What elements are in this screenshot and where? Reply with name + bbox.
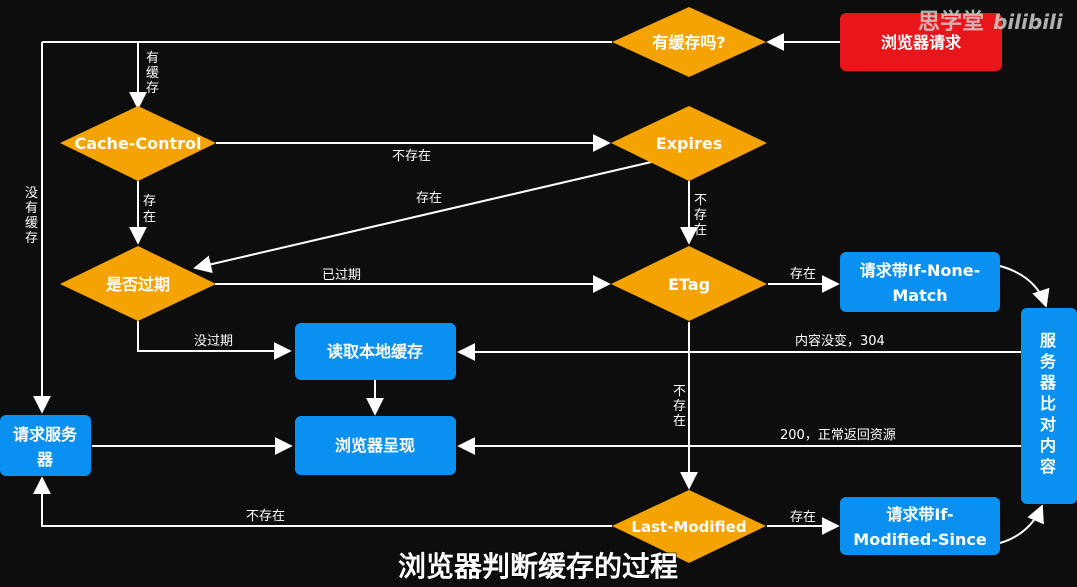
edge-label-no-cache: 没 有 缓 存 (25, 186, 38, 246)
etag-label: ETag (668, 275, 710, 294)
edge-label-expired: 已过期 (322, 268, 361, 283)
edge-label-char: 在 (673, 414, 686, 429)
if-modified-since-label-line2: Modified-Since (853, 530, 987, 549)
server-compare-char: 比 (1040, 394, 1056, 413)
edge-label-char: 有 (25, 201, 38, 216)
browser-request-label: 浏览器请求 (881, 33, 962, 52)
has-cache-diamond (612, 7, 766, 77)
edge-label-char: 缓 (146, 66, 159, 81)
edge-label-char: 存 (694, 208, 707, 223)
edge-label-char: 存 (143, 194, 156, 209)
edge-label-char: 存 (25, 231, 38, 246)
edge-label-char: 没 (25, 186, 38, 201)
edge-label-304: 内容没变，304 (795, 333, 885, 349)
server-compare-char: 器 (1039, 373, 1057, 392)
request-server-box (0, 415, 91, 476)
edge-label-char: 在 (694, 223, 707, 238)
server-compare-box (1021, 308, 1077, 504)
server-compare-char: 内 (1040, 436, 1056, 455)
edge-label-has-cache: 有 缓 存 (146, 51, 159, 96)
edge-label-char: 在 (143, 210, 156, 225)
has-cache-label: 有缓存吗? (652, 33, 725, 52)
browser-request-box (840, 13, 1002, 71)
edge-lastmodified-to-requestserver (33, 476, 612, 527)
edge-label-char: 不 (673, 384, 686, 399)
video-subtitle: 浏览器判断缓存的过程 (398, 550, 678, 583)
edge-label-etag-not-exist: 不 存 在 (673, 384, 686, 429)
is-expired-diamond (60, 246, 216, 321)
edge-label-not-expired: 没过期 (194, 334, 233, 349)
server-compare-char: 务 (1040, 352, 1057, 371)
if-modified-since-label-line1: 请求带If- (886, 505, 953, 524)
edge-ifnonematch-to-server (999, 265, 1050, 308)
etag-diamond (611, 246, 767, 321)
browser-render-box (295, 416, 456, 475)
server-compare-char: 对 (1040, 415, 1056, 434)
last-modified-label: Last-Modified (631, 518, 746, 536)
edge-label-lm-not-exist: 不存在 (246, 509, 285, 524)
edge-label-etag-exist: 存在 (790, 267, 816, 282)
cache-control-diamond (60, 106, 216, 181)
if-none-match-label-line1: 请求带If-None- (860, 261, 981, 280)
last-modified-diamond (612, 490, 766, 563)
edge-expires-to-isexpired (193, 159, 661, 274)
if-none-match-box (840, 252, 1000, 312)
read-local-cache-label: 读取本地缓存 (327, 342, 423, 361)
edge-label-char: 存 (146, 81, 159, 96)
cache-control-label: Cache-Control (74, 134, 201, 153)
server-compare-label: 服 务 器 比 对 内 容 (1039, 331, 1057, 476)
edge-isexpired-to-readcache (137, 321, 292, 360)
edge-label-expires-not-exist: 不 存 在 (694, 193, 707, 238)
edge-label-char: 有 (146, 51, 159, 66)
edge-label-200: 200，正常返回资源 (780, 428, 896, 443)
edge-label-cc-exist: 存 在 (143, 194, 156, 225)
server-compare-char: 服 (1040, 331, 1057, 350)
edge-label-lm-exist: 存在 (790, 510, 816, 525)
browser-render-label: 浏览器呈现 (335, 436, 415, 455)
edge-label-char: 不 (694, 193, 707, 208)
edge-ifmodifiedsince-to-server (999, 504, 1044, 544)
request-server-label-line1: 请求服务 (13, 425, 78, 444)
expires-label: Expires (656, 134, 722, 153)
if-none-match-label-line2: Match (892, 286, 947, 305)
edge-label-expires-exist: 存在 (416, 191, 442, 206)
expires-diamond (611, 106, 767, 181)
edge-label-char: 存 (673, 399, 686, 414)
bilibili-logo: bilibili (993, 10, 1064, 34)
if-modified-since-box (840, 497, 1000, 555)
server-compare-char: 容 (1039, 457, 1056, 476)
is-expired-label: 是否过期 (105, 275, 170, 294)
request-server-label-line2: 器 (36, 450, 54, 469)
read-local-cache-box (295, 323, 456, 380)
watermark-text: 思学堂 (918, 9, 984, 35)
edge-label-cc-not-exist: 不存在 (392, 149, 431, 164)
edge-label-char: 缓 (25, 216, 38, 231)
